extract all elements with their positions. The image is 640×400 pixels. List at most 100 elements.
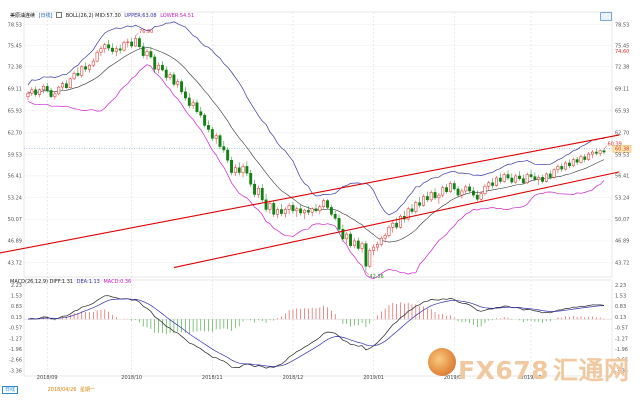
candle-up bbox=[57, 86, 61, 95]
candle-up bbox=[61, 83, 65, 88]
price-ytick-right: 43.72 bbox=[615, 260, 629, 266]
period-label: [日线] bbox=[38, 13, 53, 19]
current-price-label: 60.38 bbox=[615, 146, 629, 152]
candle-up bbox=[322, 200, 326, 207]
candle-up bbox=[134, 38, 137, 47]
boll-lower-line bbox=[27, 64, 605, 279]
candle-down bbox=[111, 47, 114, 52]
price-ytick-right: 69.11 bbox=[615, 87, 629, 93]
candle-up bbox=[441, 187, 445, 196]
candle-up bbox=[80, 66, 84, 76]
macd-ytick-right: 0.13 bbox=[615, 315, 626, 321]
candle-up bbox=[487, 182, 491, 187]
candle-down bbox=[249, 172, 253, 185]
trendline bbox=[173, 171, 620, 269]
candle-up bbox=[514, 175, 518, 183]
price-ytick-right: 65.93 bbox=[615, 108, 629, 114]
candle-down bbox=[475, 194, 479, 200]
macd-label: MACD(26,12,9) DIFF:1.31 bbox=[10, 279, 74, 285]
candle-up bbox=[283, 209, 287, 214]
candle-down bbox=[456, 188, 460, 196]
instrument-header: 美原油连续 [日线] BOLL(26,2) MID:57.30 UPPER:63… bbox=[10, 12, 194, 19]
candle-down bbox=[452, 183, 456, 190]
annotation-leader bbox=[603, 145, 608, 149]
candle-up bbox=[233, 167, 237, 173]
candle-up bbox=[38, 89, 41, 95]
candle-down bbox=[560, 166, 564, 170]
macd-ytick-left: 2.23 bbox=[11, 283, 22, 289]
candle-down bbox=[199, 111, 203, 116]
candle-down bbox=[594, 151, 598, 154]
boll-upper-label: UPPER:63.08 bbox=[124, 13, 157, 19]
candle-up bbox=[99, 48, 103, 53]
candle-up bbox=[168, 74, 172, 78]
candle-up bbox=[375, 244, 379, 248]
candle-up bbox=[114, 48, 118, 52]
candle-up bbox=[191, 102, 195, 106]
candle-up bbox=[53, 93, 57, 97]
price-ytick-right: 56.41 bbox=[615, 174, 629, 180]
candle-down bbox=[510, 177, 514, 183]
price-ytick-left: 46.89 bbox=[8, 239, 22, 245]
candle-up bbox=[145, 51, 149, 56]
candle-down bbox=[107, 44, 111, 49]
candle-up bbox=[460, 190, 464, 196]
candle-up bbox=[379, 237, 383, 245]
candle-up bbox=[72, 73, 76, 80]
candle-down bbox=[272, 203, 276, 215]
macd-dea-label: DEA:1.13 bbox=[76, 279, 100, 285]
candle-up bbox=[295, 208, 299, 212]
candle-up bbox=[122, 42, 126, 51]
watermark-text-b: 汇通网 bbox=[553, 356, 630, 385]
settings-icon[interactable] bbox=[600, 12, 612, 21]
price-ytick-left: 43.72 bbox=[8, 260, 22, 266]
candle-down bbox=[498, 177, 502, 182]
price-ytick-right: 62.70 bbox=[615, 131, 629, 137]
price-panel-frame bbox=[23, 11, 613, 278]
candle-down bbox=[299, 208, 303, 214]
candle-down bbox=[521, 178, 525, 184]
x-axis-label: 2019/03 bbox=[521, 375, 542, 381]
candle-down bbox=[226, 149, 230, 161]
candle-down bbox=[364, 243, 368, 267]
candle-down bbox=[149, 51, 153, 58]
macd-ytick-left: -3.36 bbox=[9, 368, 22, 374]
candle-down bbox=[433, 192, 437, 199]
candle-up bbox=[310, 208, 314, 213]
status-period-badge[interactable]: 日线 bbox=[2, 386, 19, 394]
candle-up bbox=[303, 209, 306, 214]
candle-up bbox=[95, 51, 99, 62]
trendline bbox=[0, 134, 620, 254]
annotation-leader bbox=[365, 271, 370, 276]
candle-up bbox=[256, 188, 260, 195]
candle-up bbox=[502, 174, 506, 182]
candle-down bbox=[218, 135, 222, 147]
candle-down bbox=[222, 146, 226, 151]
candle-up bbox=[483, 185, 487, 194]
x-axis-label: 2018/11 bbox=[202, 375, 223, 381]
current-price-badge bbox=[612, 145, 632, 153]
candle-down bbox=[533, 176, 537, 180]
candle-up bbox=[525, 174, 529, 184]
price-ytick-left: 59.53 bbox=[8, 152, 22, 158]
candle-down bbox=[541, 177, 545, 182]
candle-down bbox=[118, 48, 122, 51]
candle-down bbox=[548, 173, 552, 178]
macd-ytick-right: -3.36 bbox=[615, 368, 628, 374]
macd-ytick-left: 1.53 bbox=[11, 293, 22, 299]
status-weekday: 星期一 bbox=[80, 387, 96, 393]
candle-down bbox=[164, 69, 168, 78]
candle-down bbox=[518, 175, 521, 179]
candle-down bbox=[253, 183, 257, 195]
candle-up bbox=[372, 246, 376, 251]
candle-up bbox=[598, 150, 602, 154]
candle-down bbox=[445, 187, 449, 192]
candle-up bbox=[591, 151, 594, 155]
macd-ytick-left: -1.96 bbox=[9, 347, 22, 353]
candle-down bbox=[418, 202, 422, 206]
macd-ytick-right: 2.23 bbox=[615, 283, 626, 289]
candle-up bbox=[399, 216, 402, 228]
candle-down bbox=[64, 83, 68, 88]
macd-ytick-right: -2.66 bbox=[615, 358, 628, 364]
